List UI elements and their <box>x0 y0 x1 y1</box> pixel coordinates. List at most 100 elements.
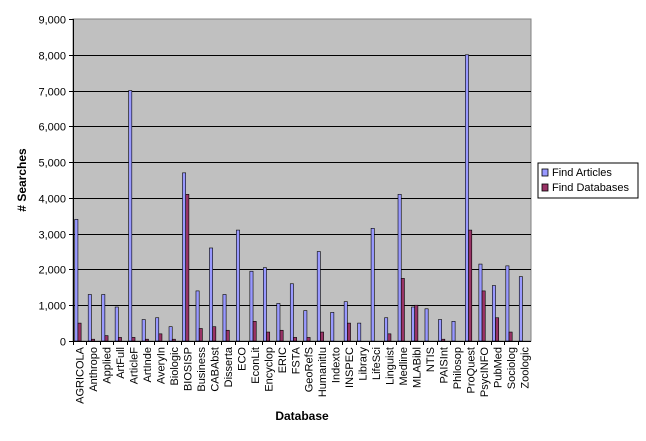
x-tick-label: ArtFull <box>115 347 127 379</box>
x-tick-label: Anthropo <box>88 347 100 392</box>
bar <box>330 312 335 342</box>
bar <box>451 321 456 342</box>
y-tick-label: 2,000 <box>38 265 66 277</box>
x-tick-label: Indexto <box>331 347 343 383</box>
bar <box>438 319 442 342</box>
x-tick-label: Encyclop <box>263 347 275 392</box>
bar <box>387 333 392 342</box>
y-tick-label: 5,000 <box>38 158 66 170</box>
bar <box>347 322 351 342</box>
x-tick-label: PsycINFO <box>479 347 491 398</box>
bar <box>303 310 308 342</box>
bar <box>222 294 227 342</box>
bar <box>266 331 271 342</box>
y-axis: 0 1,000 2,000 3,000 4,000 5,000 6,000 7,000 8,00… <box>38 15 74 349</box>
bar <box>276 303 281 342</box>
bar <box>508 331 513 342</box>
x-tick-label: AGRICOLA <box>75 346 87 404</box>
bar <box>74 219 79 342</box>
bar <box>289 283 294 342</box>
bar <box>114 306 119 342</box>
x-tick-label: Disserta <box>223 346 235 387</box>
bar <box>87 294 92 342</box>
bar <box>320 331 324 342</box>
bar <box>198 328 203 342</box>
x-tick-label: LifeSci <box>371 347 383 380</box>
legend-swatch <box>541 183 549 192</box>
x-tick-label: Biologic <box>169 347 181 386</box>
bar <box>316 251 321 342</box>
x-axis-title: Database <box>275 409 329 423</box>
bar <box>370 228 375 342</box>
y-tick-label: 6,000 <box>38 122 66 134</box>
bar <box>141 319 146 342</box>
bar <box>424 308 429 342</box>
bar <box>411 306 416 342</box>
x-axis: AGRICOLA Anthropo Applied ArtFull ArticleF Ar… <box>73 341 531 404</box>
bar <box>279 329 284 342</box>
x-tick-label: ProQuest <box>465 347 477 393</box>
bar <box>212 326 217 342</box>
y-tick-label: 3,000 <box>38 230 66 242</box>
bar <box>144 338 149 342</box>
x-tick-label: ArticleF <box>129 347 141 385</box>
x-tick-label: CABAbst <box>209 347 221 392</box>
x-tick-label: BIOSISP <box>183 347 195 391</box>
bar <box>397 194 402 342</box>
bar <box>252 321 257 342</box>
bar <box>293 337 297 342</box>
x-tick-label: AveryIn <box>156 347 168 384</box>
bar <box>384 317 389 342</box>
bar <box>158 333 163 342</box>
y-tick-label: 8,000 <box>38 51 66 63</box>
bar <box>185 194 190 342</box>
bar <box>91 338 95 342</box>
bar <box>249 270 254 342</box>
legend-label: Find Articles <box>552 167 612 179</box>
bar <box>209 247 213 342</box>
bar <box>128 90 133 342</box>
bar <box>118 337 122 342</box>
x-tick-label: Business <box>196 347 208 392</box>
legend-box <box>537 162 639 199</box>
x-tick-label: PAISInt <box>438 347 450 383</box>
bar <box>171 338 176 342</box>
bar <box>168 326 173 342</box>
y-tick-label: 4,000 <box>38 194 66 206</box>
x-tick-label: NTIS <box>425 347 437 372</box>
bar <box>195 290 200 342</box>
bar <box>357 322 362 342</box>
x-tick-label: Applied <box>102 347 114 384</box>
x-tick-label: HumanitIu <box>317 347 329 397</box>
x-tick-label: Philosop <box>452 347 464 389</box>
bar <box>492 285 496 342</box>
x-tick-label: Library <box>358 347 370 381</box>
x-tick-label: Medline <box>398 347 410 386</box>
x-tick-label: MLABibl <box>412 347 424 388</box>
bar <box>343 301 348 342</box>
x-tick-label: ArtInde <box>142 347 154 382</box>
legend: Find Articles Find Databases <box>537 162 639 199</box>
x-tick-label: Sociolog <box>506 347 518 389</box>
x-tick-label: Zoologic <box>519 347 531 389</box>
bar <box>236 229 240 342</box>
bar <box>77 322 82 342</box>
x-tick-label: EconLit <box>250 347 262 384</box>
bar <box>263 267 267 342</box>
x-tick-label: FSTA <box>290 346 302 374</box>
x-tick-label: Linguist <box>385 347 397 385</box>
bar <box>182 172 187 342</box>
bar <box>104 335 109 342</box>
bar <box>495 317 500 342</box>
bar <box>441 338 446 342</box>
plot-area <box>72 18 532 342</box>
bar <box>518 276 523 342</box>
legend-swatch <box>541 168 549 177</box>
bar <box>155 317 160 342</box>
bar <box>306 337 311 342</box>
x-tick-label: PubMed <box>492 347 504 388</box>
bar <box>400 278 405 342</box>
y-tick-label: 0 <box>60 337 66 349</box>
y-tick-label: 1,000 <box>38 301 66 313</box>
